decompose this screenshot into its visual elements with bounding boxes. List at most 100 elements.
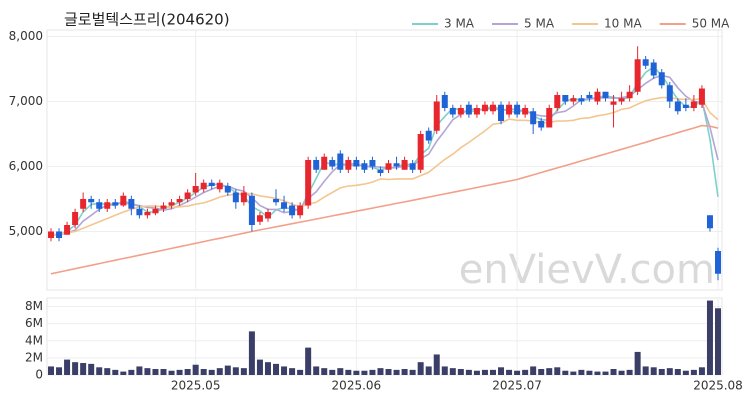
candle-body — [506, 104, 513, 115]
volume-bar — [465, 369, 472, 375]
candle-body — [337, 153, 344, 170]
candle-body — [433, 101, 440, 131]
volume-bar — [369, 369, 376, 375]
candle-body — [401, 160, 408, 170]
volume-bar — [88, 363, 95, 375]
x-tick-label: 2025.06 — [332, 379, 382, 393]
volume-bar — [136, 366, 143, 375]
volume-bar — [112, 369, 119, 375]
x-tick-label: 2025.05 — [171, 379, 221, 393]
candle-body — [642, 59, 649, 66]
candle-body — [305, 160, 312, 206]
candle-body — [289, 205, 296, 216]
volume-bar — [393, 369, 400, 375]
candle-body — [457, 108, 464, 115]
candle-body — [650, 62, 657, 76]
volume-bar — [586, 370, 593, 375]
volume-bar — [72, 362, 79, 375]
volume-bar — [232, 367, 239, 375]
candle-body — [200, 182, 207, 190]
candle-body — [208, 182, 215, 186]
y-tick-label: 8M — [25, 299, 43, 313]
candle-body — [64, 225, 71, 235]
volume-bar — [168, 370, 175, 375]
candle-body — [321, 156, 328, 170]
candle-body — [240, 192, 247, 203]
volume-bar — [192, 364, 199, 375]
candle-body — [385, 163, 392, 170]
candle-body — [361, 163, 368, 170]
x-tick-label: 2025.07 — [492, 379, 542, 393]
candle-body — [96, 202, 103, 209]
candle-body — [377, 169, 384, 173]
volume-bar — [618, 370, 625, 375]
candle-body — [562, 95, 569, 102]
candle-body — [56, 231, 63, 238]
candle-body — [449, 108, 456, 115]
candle-body — [554, 95, 561, 108]
candle-body — [538, 121, 545, 128]
volume-bar — [425, 366, 432, 375]
volume-bar — [80, 363, 87, 375]
y-tick-label: 7,000 — [9, 94, 43, 108]
volume-bar — [514, 370, 521, 375]
volume-bar — [658, 369, 665, 375]
candle-body — [522, 108, 529, 115]
volume-bar — [698, 367, 705, 375]
candle-body — [546, 108, 553, 128]
x-tick-label: 2025.08 — [693, 379, 743, 393]
volume-bar — [160, 369, 167, 375]
candle-body — [104, 202, 111, 209]
candle-body — [256, 215, 263, 222]
candle-body — [666, 85, 673, 102]
volume-bar — [208, 369, 215, 375]
candle-body — [248, 195, 255, 225]
candle-body — [610, 101, 617, 105]
candle-body — [345, 160, 352, 170]
candle-body — [48, 231, 54, 238]
candle-body — [329, 160, 336, 167]
y-tick-label: 6,000 — [9, 159, 43, 173]
candle-body — [120, 195, 127, 206]
legend-label: 5 MA — [524, 17, 555, 31]
candle-body — [216, 182, 223, 190]
volume-bar — [498, 367, 505, 375]
candle-body — [698, 88, 705, 105]
candle-body — [112, 202, 119, 206]
candle-body — [224, 186, 231, 193]
volume-bar — [248, 331, 255, 375]
candle-body — [602, 91, 609, 99]
volume-bar — [401, 369, 408, 375]
volume-bar — [361, 370, 368, 375]
volume-bar — [305, 347, 312, 375]
candle-body — [313, 160, 320, 170]
volume-bar — [546, 368, 553, 375]
volume-bar — [441, 366, 448, 375]
candle-body — [152, 208, 159, 214]
candle-body — [297, 205, 304, 216]
volume-bar — [281, 366, 288, 375]
volume-bar — [329, 369, 336, 375]
volume-bar — [562, 370, 569, 375]
candle-body — [425, 130, 432, 141]
volume-bar — [104, 368, 111, 375]
volume-bar — [353, 370, 360, 375]
chart-title: 글로벌텍스프리(204620) — [64, 11, 230, 29]
candle-body — [706, 215, 713, 229]
candle-body — [192, 186, 199, 193]
candle-body — [682, 104, 689, 108]
volume-bar — [120, 371, 127, 375]
y-tick-label: 2M — [25, 350, 43, 364]
candle-body — [498, 104, 505, 121]
volume-bar — [706, 300, 713, 375]
volume-bar — [184, 369, 191, 375]
volume-bar — [417, 362, 424, 375]
candle-body — [417, 134, 424, 170]
y-tick-label: 4M — [25, 333, 43, 347]
volume-bar — [610, 369, 617, 375]
volume-bar — [264, 362, 271, 375]
candle-body — [578, 98, 585, 102]
candle-body — [393, 163, 400, 167]
candle-body — [160, 205, 167, 209]
